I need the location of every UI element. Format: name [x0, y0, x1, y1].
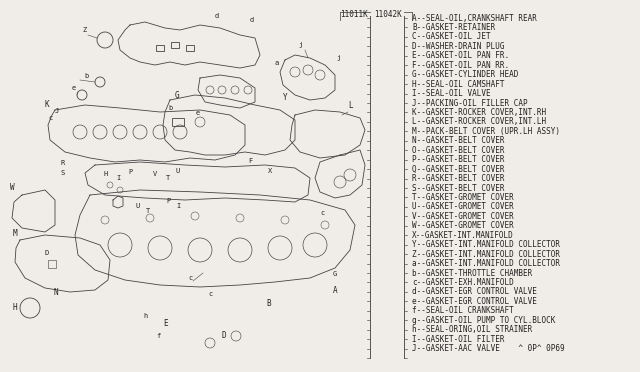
Text: b: b	[84, 73, 88, 79]
Text: B--GASKET-RETAINER: B--GASKET-RETAINER	[412, 23, 495, 32]
Text: Y--GASKET-INT.MANIFOLD COLLECTOR: Y--GASKET-INT.MANIFOLD COLLECTOR	[412, 240, 560, 249]
Text: d: d	[215, 13, 220, 19]
Text: H: H	[12, 303, 17, 312]
Text: b--GASKET-THROTTLE CHAMBER: b--GASKET-THROTTLE CHAMBER	[412, 269, 532, 278]
Text: L--GASKET-ROCKER COVER,INT.LH: L--GASKET-ROCKER COVER,INT.LH	[412, 118, 546, 126]
Text: D: D	[44, 250, 48, 256]
Text: c--GASKET-EXH.MANIFOLD: c--GASKET-EXH.MANIFOLD	[412, 278, 514, 287]
Text: f--SEAL-OIL CRANKSHAFT: f--SEAL-OIL CRANKSHAFT	[412, 306, 514, 315]
Text: U: U	[176, 168, 180, 174]
Text: f: f	[156, 333, 160, 339]
Text: 11011K: 11011K	[340, 10, 368, 19]
Text: M: M	[13, 229, 18, 238]
Text: I--GASKET-OIL FILTER: I--GASKET-OIL FILTER	[412, 334, 504, 344]
Text: P--GASKET-BELT COVER: P--GASKET-BELT COVER	[412, 155, 504, 164]
Text: d: d	[250, 17, 254, 23]
Text: P: P	[166, 198, 170, 204]
Text: T: T	[146, 208, 150, 214]
Text: Z--GASKET-INT.MANIFOLD COLLECTOR: Z--GASKET-INT.MANIFOLD COLLECTOR	[412, 250, 560, 259]
Text: I: I	[176, 203, 180, 209]
Text: d--GASKET-EGR CONTROL VALVE: d--GASKET-EGR CONTROL VALVE	[412, 288, 537, 296]
Text: K--GASKET-ROCKER COVER,INT.RH: K--GASKET-ROCKER COVER,INT.RH	[412, 108, 546, 117]
Text: V--GASKET-GROMET COVER: V--GASKET-GROMET COVER	[412, 212, 514, 221]
Bar	[171, 42, 179, 48]
Text: b: b	[168, 105, 172, 111]
Text: j: j	[336, 55, 340, 61]
Text: N: N	[53, 288, 58, 297]
Text: c: c	[48, 115, 52, 121]
Text: T--GASKET-GROMET COVER: T--GASKET-GROMET COVER	[412, 193, 514, 202]
Text: a: a	[275, 60, 279, 66]
Text: A--SEAL-OIL,CRANKSHAFT REAR: A--SEAL-OIL,CRANKSHAFT REAR	[412, 13, 537, 22]
Text: R--GASKET-BELT COVER: R--GASKET-BELT COVER	[412, 174, 504, 183]
Text: G--GASKET-CYLINDER HEAD: G--GASKET-CYLINDER HEAD	[412, 70, 518, 79]
Text: e: e	[72, 85, 76, 91]
Text: R: R	[60, 160, 64, 166]
Text: S: S	[60, 170, 64, 176]
Text: J: J	[55, 108, 60, 114]
Text: G: G	[175, 91, 180, 100]
Text: Q--GASKET-BELT COVER: Q--GASKET-BELT COVER	[412, 165, 504, 174]
Text: E: E	[163, 319, 168, 328]
Text: L: L	[348, 101, 353, 110]
Text: M--PACK-BELT COVER (UPR.LH ASSY): M--PACK-BELT COVER (UPR.LH ASSY)	[412, 127, 560, 136]
Text: V: V	[153, 171, 157, 177]
Text: c: c	[188, 275, 192, 281]
Text: H: H	[103, 171, 108, 177]
Text: Y: Y	[283, 93, 287, 102]
Text: F--GASKET-OIL PAN RR.: F--GASKET-OIL PAN RR.	[412, 61, 509, 70]
Text: h--SEAL-ORING,OIL STRAINER: h--SEAL-ORING,OIL STRAINER	[412, 325, 532, 334]
Text: F: F	[248, 158, 252, 164]
Text: c: c	[320, 210, 324, 216]
Text: e--GASKET-EGR CONTROL VALVE: e--GASKET-EGR CONTROL VALVE	[412, 297, 537, 306]
Bar	[48, 260, 56, 268]
Text: A: A	[333, 286, 338, 295]
Text: c: c	[208, 291, 212, 297]
Text: j: j	[298, 42, 302, 48]
Text: N--GASKET-BELT COVER: N--GASKET-BELT COVER	[412, 136, 504, 145]
Text: H--SEAL-OIL CAMSHAFT: H--SEAL-OIL CAMSHAFT	[412, 80, 504, 89]
Text: W--GASKET-GROMET COVER: W--GASKET-GROMET COVER	[412, 221, 514, 230]
Bar	[172, 118, 184, 126]
Text: J--GASKET-AAC VALVE    ^ 0P^ 0P69: J--GASKET-AAC VALVE ^ 0P^ 0P69	[412, 344, 564, 353]
Text: h: h	[143, 313, 147, 319]
Text: P: P	[128, 169, 132, 175]
Text: B: B	[266, 299, 271, 308]
Text: D--WASHER-DRAIN PLUG: D--WASHER-DRAIN PLUG	[412, 42, 504, 51]
Text: K: K	[44, 100, 49, 109]
Text: C--GASKET-OIL JET: C--GASKET-OIL JET	[412, 32, 491, 41]
Text: g--GASKET-OIL PUMP TO CYL.BLOCK: g--GASKET-OIL PUMP TO CYL.BLOCK	[412, 316, 556, 325]
Text: e: e	[196, 110, 200, 116]
Text: D: D	[222, 331, 227, 340]
Text: a--GASKET-INT.MANIFOLD COLLECTOR: a--GASKET-INT.MANIFOLD COLLECTOR	[412, 259, 560, 268]
Text: G: G	[333, 271, 337, 277]
Text: J--PACKING-OIL FILLER CAP: J--PACKING-OIL FILLER CAP	[412, 99, 527, 108]
Text: I--SEAL-OIL VALVE: I--SEAL-OIL VALVE	[412, 89, 491, 98]
Text: X: X	[268, 168, 272, 174]
Text: U: U	[136, 203, 140, 209]
Text: S--GASKET-BELT COVER: S--GASKET-BELT COVER	[412, 183, 504, 192]
Text: W: W	[10, 183, 15, 192]
Text: Z: Z	[82, 27, 86, 33]
Text: U--GASKET-GROMET COVER: U--GASKET-GROMET COVER	[412, 202, 514, 211]
Bar	[186, 45, 194, 51]
Text: E--GASKET-OIL PAN FR.: E--GASKET-OIL PAN FR.	[412, 51, 509, 60]
Text: O--GASKET-BELT COVER: O--GASKET-BELT COVER	[412, 146, 504, 155]
Text: X--GASKET-INT.MANIFOLD: X--GASKET-INT.MANIFOLD	[412, 231, 514, 240]
Bar	[156, 45, 164, 51]
Text: I: I	[116, 175, 120, 181]
Text: 11042K: 11042K	[374, 10, 402, 19]
Text: T: T	[166, 175, 170, 181]
